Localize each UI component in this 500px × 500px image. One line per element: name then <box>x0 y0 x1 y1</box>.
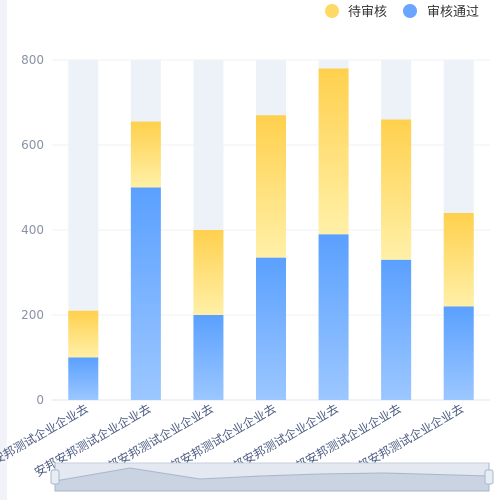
bar-pending[interactable] <box>256 115 286 258</box>
bar-approved[interactable] <box>256 257 286 400</box>
legend-item-approved[interactable]: 审核通过 <box>403 4 479 20</box>
legend: 待审核 审核通过 <box>325 4 479 20</box>
legend-item-pending[interactable]: 待审核 <box>325 4 387 20</box>
bar-approved[interactable] <box>381 259 412 400</box>
y-tick-label: 200 <box>21 308 44 322</box>
y-tick-label: 400 <box>21 223 44 237</box>
legend-approved-marker <box>403 4 417 18</box>
legend-approved-label: 审核通过 <box>427 5 479 20</box>
bar-pending[interactable] <box>193 230 224 315</box>
data-zoom-left-handle[interactable] <box>50 463 60 491</box>
bar-pending[interactable] <box>381 119 412 260</box>
y-tick-label: 800 <box>21 53 44 67</box>
bar-pending[interactable] <box>443 213 474 307</box>
left-edge-strip <box>0 0 7 500</box>
bars <box>68 60 474 401</box>
legend-pending-marker <box>325 4 339 18</box>
bar-pending[interactable] <box>130 121 161 188</box>
bar-approved[interactable] <box>130 187 161 401</box>
bar-approved[interactable] <box>318 234 349 400</box>
data-zoom-slider[interactable] <box>50 462 494 492</box>
bar-approved[interactable] <box>443 306 474 401</box>
y-tick-label: 600 <box>21 138 44 152</box>
legend-pending-label: 待审核 <box>348 5 387 20</box>
bar-pending[interactable] <box>68 310 99 358</box>
y-axis: 0 200 400 600 800 <box>21 53 44 407</box>
bar-approved[interactable] <box>193 315 224 400</box>
data-zoom-preview <box>54 467 490 492</box>
bar-approved[interactable] <box>68 357 99 401</box>
bar-pending[interactable] <box>318 68 349 235</box>
data-zoom-right-handle[interactable] <box>484 463 494 491</box>
y-tick-label: 0 <box>36 393 44 407</box>
